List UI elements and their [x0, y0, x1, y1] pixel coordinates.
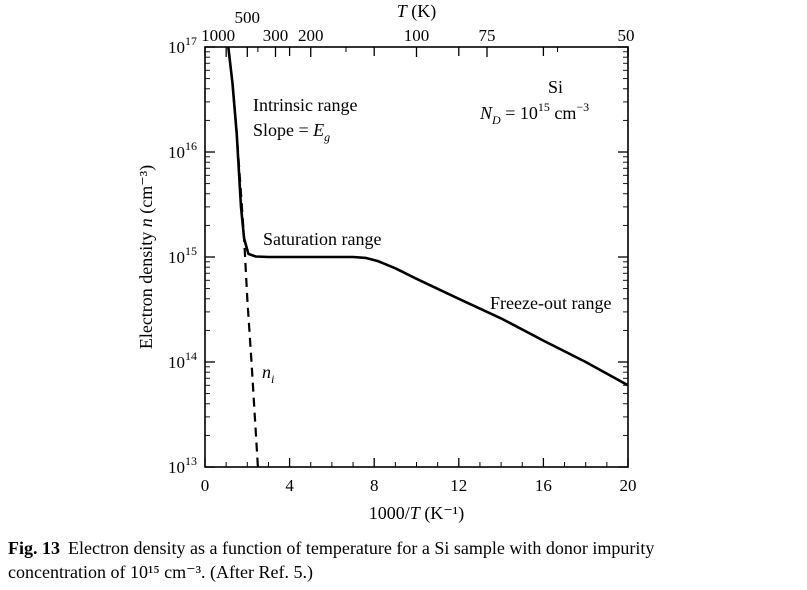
chart-series: [227, 46, 629, 468]
y-tick-exponent: 16: [185, 139, 197, 153]
doping-label: ND = 1015 cm−3: [479, 100, 589, 127]
y-tick-label: 1014: [168, 349, 197, 372]
y-tick-base: 10: [168, 38, 185, 57]
ni-var: n: [262, 362, 271, 382]
ni-sub: i: [271, 372, 274, 386]
y-tick-label: 1016: [168, 139, 197, 162]
freezeout-range-label: Freeze-out range: [490, 293, 611, 313]
x-tick-label: 0: [201, 476, 210, 495]
x-axis-title-var: T: [410, 503, 422, 523]
x-tick-label: 12: [450, 476, 467, 495]
chart-annotations: Intrinsic range Slope = Eg Saturation rang…: [253, 77, 611, 386]
y-tick-label: 1015: [168, 244, 197, 267]
doping-mid: = 10: [501, 103, 538, 123]
y-tick-exponent: 15: [185, 244, 197, 258]
top-axis-title: T (K): [397, 1, 437, 22]
ni-label: ni: [262, 362, 274, 386]
y-axis-title: Electron density n (cm⁻³): [136, 165, 157, 349]
x-axis-title-num: 1000/: [369, 503, 410, 523]
top-axis-title-var: T: [397, 1, 409, 21]
y-tick-label: 1017: [168, 34, 197, 57]
x-tick-label: 8: [370, 476, 379, 495]
doping-unit: cm: [550, 103, 577, 123]
slope-sub: g: [324, 130, 330, 144]
x-axis-title-unit: (K⁻¹): [420, 503, 464, 524]
doping-exp: 15: [538, 100, 550, 114]
doping-unit-exp: −3: [576, 100, 589, 114]
figure-caption: Fig. 13 Electron density as a function of…: [8, 536, 804, 584]
top-tick-label: 200: [298, 26, 324, 45]
caption-text-2: concentration of 10¹⁵ cm⁻³. (After Ref. …: [8, 562, 313, 582]
slope-var: E: [312, 120, 324, 140]
x-tick-label: 16: [535, 476, 552, 495]
y-tick-label: 1013: [168, 454, 197, 477]
y-tick-exponent: 13: [185, 454, 197, 468]
slope-label: Slope = Eg: [253, 120, 330, 144]
x-axis-title: 1000/T (K⁻¹): [369, 503, 464, 524]
saturation-range-label: Saturation range: [263, 229, 381, 249]
top-tick-label: 1000: [201, 26, 235, 45]
intrinsic-range-label: Intrinsic range: [253, 95, 357, 115]
y-axis-title-var: n: [136, 218, 156, 227]
y-tick-base: 10: [168, 143, 185, 162]
caption-figure-label: Fig. 13: [8, 538, 60, 558]
x-tick-label: 4: [285, 476, 294, 495]
top-tick-label: 100: [404, 26, 430, 45]
y-tick-exponent: 17: [185, 34, 197, 48]
doping-var: N: [479, 103, 493, 123]
y-tick-base: 10: [168, 458, 185, 477]
top-tick-label: 75: [479, 26, 496, 45]
top-tick-label: 50: [618, 26, 635, 45]
caption-line-1: Fig. 13 Electron density as a function of…: [8, 536, 804, 560]
top-tick-label: 500: [235, 8, 261, 27]
x-tick-label: 20: [620, 476, 637, 495]
caption-text-1: Electron density as a function of temper…: [68, 538, 655, 558]
y-tick-exponent: 14: [185, 349, 197, 363]
y-tick-base: 10: [168, 248, 185, 267]
y-tick-base: 10: [168, 353, 185, 372]
doping-sub: D: [491, 113, 501, 127]
y-axis-title-text: Electron density: [136, 227, 156, 349]
top-axis-title-unit: (K): [407, 1, 437, 22]
y-axis-title-unit: (cm⁻³): [136, 165, 157, 218]
material-label: Si: [548, 77, 563, 97]
slope-prefix: Slope =: [253, 120, 313, 140]
ni-dashed-line: [231, 83, 259, 468]
top-tick-label: 300: [263, 26, 289, 45]
